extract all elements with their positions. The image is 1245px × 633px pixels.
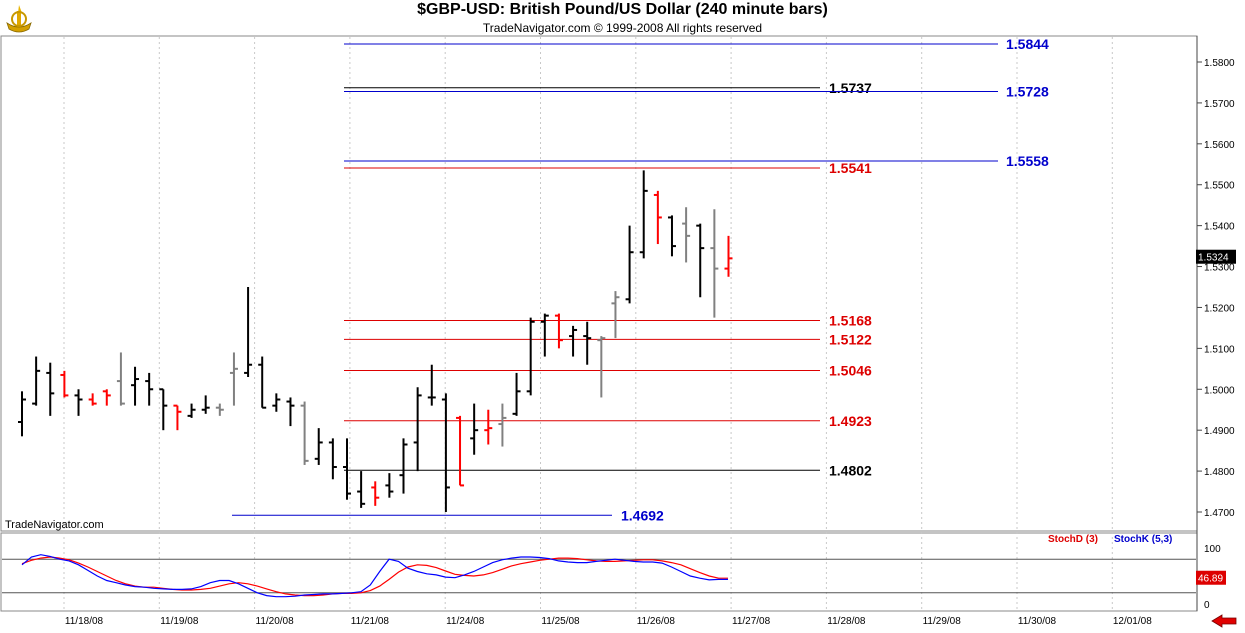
y-tick-label: 1.5300: [1204, 263, 1235, 274]
x-tick-label: 11/19/08: [160, 616, 199, 627]
chart-subtitle: TradeNavigator.com © 1999-2008 All right…: [482, 21, 763, 35]
watermark-text: TradeNavigator.com: [5, 519, 104, 531]
y-tick-label: 1.5600: [1204, 140, 1235, 151]
level-label: 1.5728: [1006, 83, 1049, 99]
level-label: 1.4802: [829, 462, 872, 478]
x-tick-label: 11/24/08: [446, 616, 485, 627]
level-label: 1.4692: [621, 507, 664, 523]
x-tick-label: 11/27/08: [732, 616, 771, 627]
level-label: 1.5168: [829, 313, 872, 329]
level-label: 1.5046: [829, 362, 872, 378]
current-price-label: 1.5324: [1198, 253, 1229, 264]
stoch-value-tag: [1196, 570, 1226, 585]
level-label: 1.5844: [1006, 36, 1049, 52]
x-tick-label: 11/18/08: [65, 616, 104, 627]
y-tick-label: 1.4900: [1204, 426, 1235, 437]
stoch-value-label: 46.89: [1198, 574, 1223, 585]
stochd-legend: StochD (3): [1048, 534, 1098, 545]
level-label: 1.4923: [829, 413, 872, 429]
stoch-y-tick-label: 100: [1204, 544, 1221, 555]
x-tick-label: 11/30/08: [1018, 616, 1057, 627]
level-label: 1.5737: [829, 80, 872, 96]
y-tick-label: 1.5000: [1204, 385, 1235, 396]
level-label: 1.5122: [829, 331, 872, 347]
y-tick-label: 1.5500: [1204, 181, 1235, 192]
chart-title: $GBP-USD: British Pound/US Dollar (240 m…: [417, 1, 828, 18]
x-tick-label: 11/20/08: [256, 616, 295, 627]
scroll-left-arrow-icon[interactable]: [1210, 614, 1238, 628]
x-tick-label: 11/21/08: [351, 616, 390, 627]
y-tick-label: 1.5100: [1204, 344, 1235, 355]
trade-navigator-logo-icon: [4, 3, 34, 35]
x-tick-label: 11/29/08: [923, 616, 962, 627]
x-tick-label: 11/25/08: [541, 616, 580, 627]
y-tick-label: 1.5700: [1204, 99, 1235, 110]
y-tick-label: 1.5400: [1204, 222, 1235, 233]
x-tick-label: 11/28/08: [827, 616, 866, 627]
x-tick-label: 11/26/08: [637, 616, 676, 627]
stochk-legend: StochK (5,3): [1114, 534, 1173, 545]
y-tick-label: 1.4800: [1204, 467, 1235, 478]
y-tick-label: 1.5200: [1204, 303, 1235, 314]
stochk-line: [21, 554, 728, 598]
y-tick-label: 1.5800: [1204, 58, 1235, 69]
current-price-tag: [1196, 249, 1236, 264]
level-label: 1.5558: [1006, 153, 1049, 169]
y-tick-label: 1.4700: [1204, 508, 1235, 519]
stoch-y-tick-label: 0: [1204, 600, 1210, 611]
level-label: 1.5541: [829, 160, 872, 176]
x-tick-label: 12/01/08: [1113, 616, 1152, 627]
